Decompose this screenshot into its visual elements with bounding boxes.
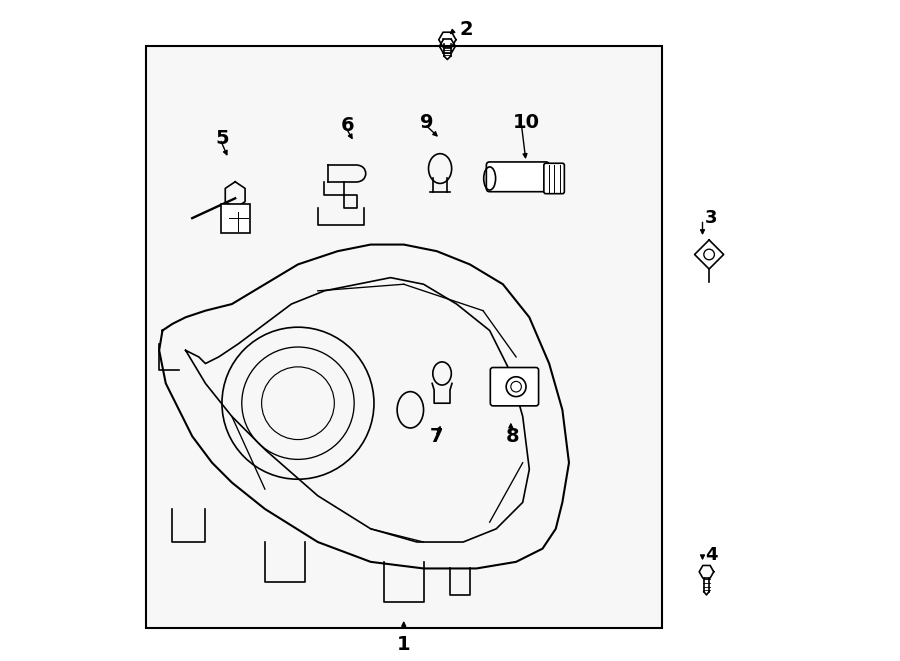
FancyBboxPatch shape — [486, 162, 549, 192]
Text: 8: 8 — [506, 427, 519, 446]
Text: 3: 3 — [705, 209, 717, 227]
FancyBboxPatch shape — [544, 163, 564, 194]
FancyBboxPatch shape — [220, 204, 249, 233]
FancyBboxPatch shape — [491, 368, 538, 406]
Text: 7: 7 — [430, 427, 444, 446]
Text: 4: 4 — [705, 546, 717, 564]
Text: 1: 1 — [397, 635, 410, 654]
FancyBboxPatch shape — [146, 46, 662, 628]
Text: 2: 2 — [460, 20, 473, 39]
Text: 10: 10 — [512, 113, 539, 132]
Text: 9: 9 — [420, 113, 434, 132]
Text: 6: 6 — [341, 116, 355, 135]
Text: 5: 5 — [215, 130, 229, 148]
